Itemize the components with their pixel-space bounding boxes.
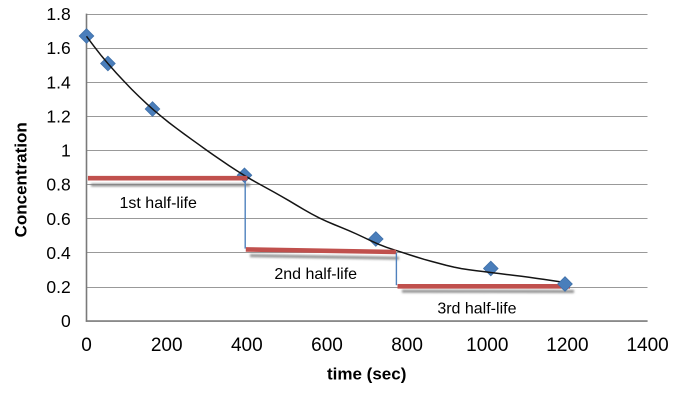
svg-text:0: 0 [61,311,71,331]
svg-text:0.4: 0.4 [46,243,71,263]
svg-text:1000: 1000 [466,335,508,356]
svg-text:1st half-life: 1st half-life [120,195,197,212]
svg-text:1200: 1200 [546,335,588,356]
svg-text:200: 200 [151,335,183,356]
svg-text:0.2: 0.2 [46,277,70,297]
svg-text:1.8: 1.8 [46,4,70,24]
svg-text:1.6: 1.6 [46,38,70,58]
svg-text:time (sec): time (sec) [327,364,406,383]
svg-text:0.6: 0.6 [46,209,70,229]
svg-text:0: 0 [81,335,92,356]
svg-text:800: 800 [391,335,423,356]
svg-text:1400: 1400 [626,335,668,356]
svg-text:1.4: 1.4 [46,72,71,92]
svg-text:1: 1 [61,141,71,161]
svg-text:1.2: 1.2 [46,106,70,126]
svg-text:3rd half-life: 3rd half-life [437,301,516,318]
svg-text:Concentration: Concentration [11,122,30,237]
svg-text:400: 400 [231,335,263,356]
svg-text:0.8: 0.8 [46,175,70,195]
svg-text:2nd half-life: 2nd half-life [274,266,357,283]
svg-text:600: 600 [311,335,343,356]
